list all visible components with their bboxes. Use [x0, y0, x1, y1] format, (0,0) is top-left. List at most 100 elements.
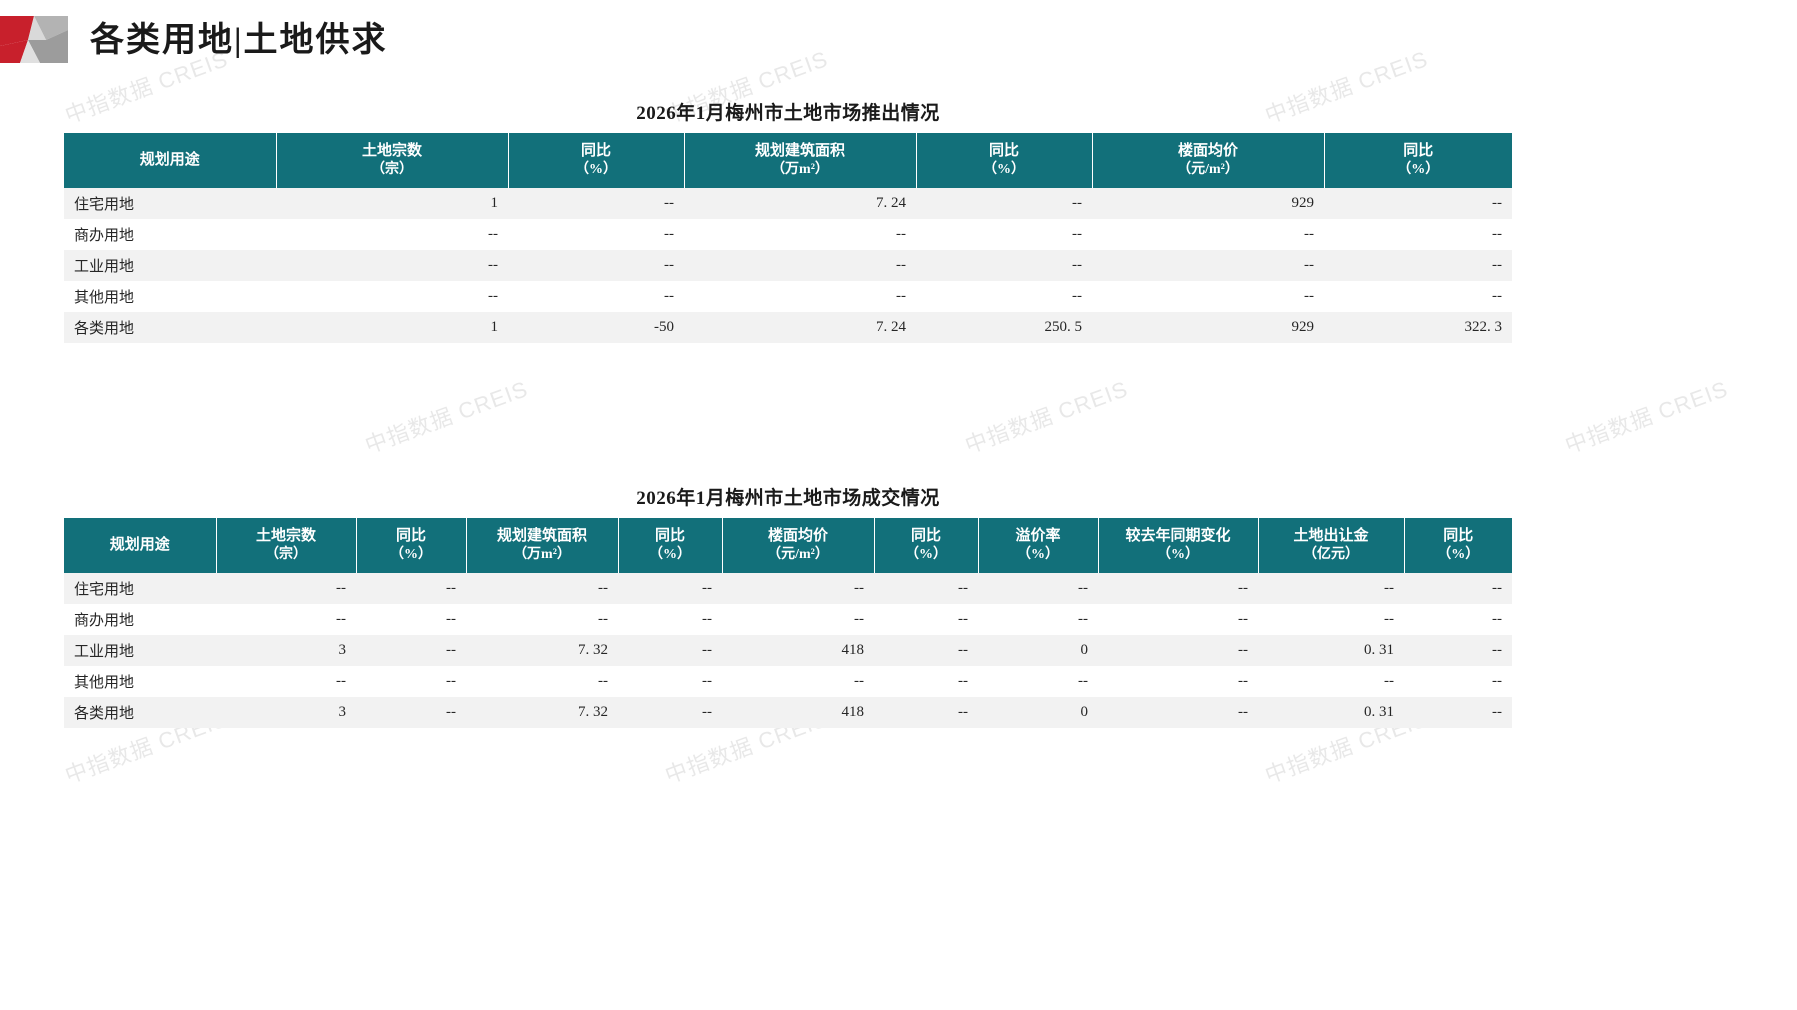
- supply-col-1-unit: （宗）: [371, 161, 413, 177]
- supply-r4-c0: 各类用地: [64, 312, 276, 343]
- deal-col-2: 同比 （%）: [356, 518, 467, 573]
- deal-col-2-label: 同比: [395, 527, 426, 544]
- supply-col-3-label: 规划建筑面积: [754, 142, 845, 159]
- deal-r2-c8: --: [1098, 635, 1258, 666]
- deal-r0-c8: --: [1098, 573, 1258, 604]
- supply-r1-c1: --: [276, 219, 508, 250]
- table-row: 各类用地 3 -- 7. 32 -- 418 -- 0 -- 0. 31 --: [64, 697, 1512, 728]
- supply-table-head: 规划用途 土地宗数 （宗） 同比 （%） 规划建筑面积 （万m²） 同比: [64, 133, 1512, 188]
- deal-r4-c1: 3: [216, 697, 356, 728]
- deal-table-caption: 2026年1月梅州市土地市场成交情况: [636, 488, 940, 509]
- supply-r4-c6: 322. 3: [1324, 312, 1512, 343]
- supply-col-6: 同比 （%）: [1324, 133, 1512, 188]
- deal-col-6-unit: （%）: [905, 546, 947, 562]
- supply-table-body: 住宅用地 1 -- 7. 24 -- 929 -- 商办用地 -- -- -- …: [64, 188, 1512, 343]
- supply-r0-c5: 929: [1092, 188, 1324, 219]
- deal-col-0: 规划用途: [64, 518, 217, 573]
- deal-r0-c10: --: [1404, 573, 1512, 604]
- supply-r4-c4: 250. 5: [916, 312, 1092, 343]
- supply-col-2: 同比 （%）: [508, 133, 685, 188]
- deal-r1-c8: --: [1098, 604, 1258, 635]
- deal-r3-c6: --: [874, 666, 978, 697]
- deal-col-10-label: 同比: [1443, 527, 1474, 544]
- supply-r2-c5: --: [1092, 250, 1324, 281]
- supply-r2-c4: --: [916, 250, 1092, 281]
- supply-r2-c1: --: [276, 250, 508, 281]
- supply-r4-c5: 929: [1092, 312, 1324, 343]
- deal-r3-c10: --: [1404, 666, 1512, 697]
- table-row: 住宅用地 -- -- -- -- -- -- -- -- -- --: [64, 573, 1512, 604]
- supply-r1-c3: --: [684, 219, 916, 250]
- page-header: 各类用地|土地供求: [0, 0, 1797, 78]
- supply-col-4-label: 同比: [988, 142, 1019, 159]
- deal-r1-c1: --: [216, 604, 356, 635]
- deal-col-9: 土地出让金 （亿元）: [1258, 518, 1405, 573]
- supply-table-block: 2026年1月梅州市土地市场推出情况 规划用途 土地宗数 （宗） 同比 （%）: [64, 98, 1512, 343]
- supply-r4-c2: -50: [508, 312, 684, 343]
- deal-r2-c3: 7. 32: [466, 635, 618, 666]
- supply-r1-c6: --: [1324, 219, 1512, 250]
- supply-r3-c4: --: [916, 281, 1092, 312]
- deal-col-8-label: 较去年同期变化: [1125, 527, 1231, 544]
- deal-r2-c10: --: [1404, 635, 1512, 666]
- deal-col-3: 规划建筑面积 （万m²）: [466, 518, 619, 573]
- supply-r2-c6: --: [1324, 250, 1512, 281]
- deal-col-2-unit: （%）: [390, 546, 432, 562]
- supply-r4-c1: 1: [276, 312, 508, 343]
- deal-col-0-label: 规划用途: [109, 536, 170, 553]
- supply-r0-c0: 住宅用地: [64, 188, 276, 219]
- deal-r4-c2: --: [356, 697, 466, 728]
- supply-r2-c2: --: [508, 250, 684, 281]
- deal-col-3-unit: （万m²）: [513, 546, 571, 562]
- deal-col-1-unit: （宗）: [265, 546, 307, 562]
- supply-col-6-unit: （%）: [1397, 161, 1440, 177]
- supply-r1-c5: --: [1092, 219, 1324, 250]
- deal-r2-c0: 工业用地: [64, 635, 216, 666]
- deal-r1-c10: --: [1404, 604, 1512, 635]
- deal-col-5: 楼面均价 （元/m²）: [722, 518, 875, 573]
- deal-col-7: 溢价率 （%）: [978, 518, 1099, 573]
- deal-r3-c5: --: [722, 666, 874, 697]
- supply-r0-c3: 7. 24: [684, 188, 916, 219]
- deal-col-4-label: 同比: [654, 527, 685, 544]
- supply-r3-c0: 其他用地: [64, 281, 276, 312]
- deal-col-6: 同比 （%）: [874, 518, 979, 573]
- deal-col-1-label: 土地宗数: [255, 527, 316, 544]
- supply-col-5-label: 楼面均价: [1177, 142, 1238, 159]
- deal-r3-c4: --: [618, 666, 722, 697]
- supply-col-2-unit: （%）: [575, 161, 617, 177]
- deal-r2-c4: --: [618, 635, 722, 666]
- deal-header-row: 规划用途 土地宗数 （宗） 同比 （%） 规划建筑面积 （万m²） 同比: [64, 518, 1512, 573]
- deal-r2-c7: 0: [978, 635, 1098, 666]
- deal-col-8: 较去年同期变化 （%）: [1098, 518, 1259, 573]
- supply-r0-c2: --: [508, 188, 684, 219]
- deal-r4-c6: --: [874, 697, 978, 728]
- supply-col-5: 楼面均价 （元/m²）: [1092, 133, 1325, 188]
- deal-col-1: 土地宗数 （宗）: [216, 518, 357, 573]
- table-row: 其他用地 -- -- -- -- -- --: [64, 281, 1512, 312]
- deal-col-7-unit: （%）: [1017, 546, 1059, 562]
- deal-r2-c2: --: [356, 635, 466, 666]
- deal-r1-c7: --: [978, 604, 1098, 635]
- deal-table-head: 规划用途 土地宗数 （宗） 同比 （%） 规划建筑面积 （万m²） 同比: [64, 518, 1512, 573]
- deal-r3-c9: --: [1258, 666, 1404, 697]
- deal-r0-c3: --: [466, 573, 618, 604]
- deal-col-4-unit: （%）: [649, 546, 691, 562]
- table-row: 住宅用地 1 -- 7. 24 -- 929 --: [64, 188, 1512, 219]
- supply-r4-c3: 7. 24: [684, 312, 916, 343]
- deal-col-10-unit: （%）: [1437, 546, 1480, 562]
- table-row: 其他用地 -- -- -- -- -- -- -- -- -- --: [64, 666, 1512, 697]
- deal-r1-c0: 商办用地: [64, 604, 216, 635]
- deal-r1-c5: --: [722, 604, 874, 635]
- supply-r0-c6: --: [1324, 188, 1512, 219]
- deal-table-block: 2026年1月梅州市土地市场成交情况 规划用途 土地宗数 （宗） 同比 （%）: [64, 483, 1512, 728]
- supply-r3-c6: --: [1324, 281, 1512, 312]
- supply-r3-c2: --: [508, 281, 684, 312]
- deal-r2-c5: 418: [722, 635, 874, 666]
- supply-table: 规划用途 土地宗数 （宗） 同比 （%） 规划建筑面积 （万m²） 同比: [64, 133, 1512, 343]
- deal-r1-c2: --: [356, 604, 466, 635]
- deal-r3-c8: --: [1098, 666, 1258, 697]
- supply-r3-c3: --: [684, 281, 916, 312]
- deal-col-9-label: 土地出让金: [1293, 527, 1369, 544]
- deal-col-3-label: 规划建筑面积: [496, 527, 587, 544]
